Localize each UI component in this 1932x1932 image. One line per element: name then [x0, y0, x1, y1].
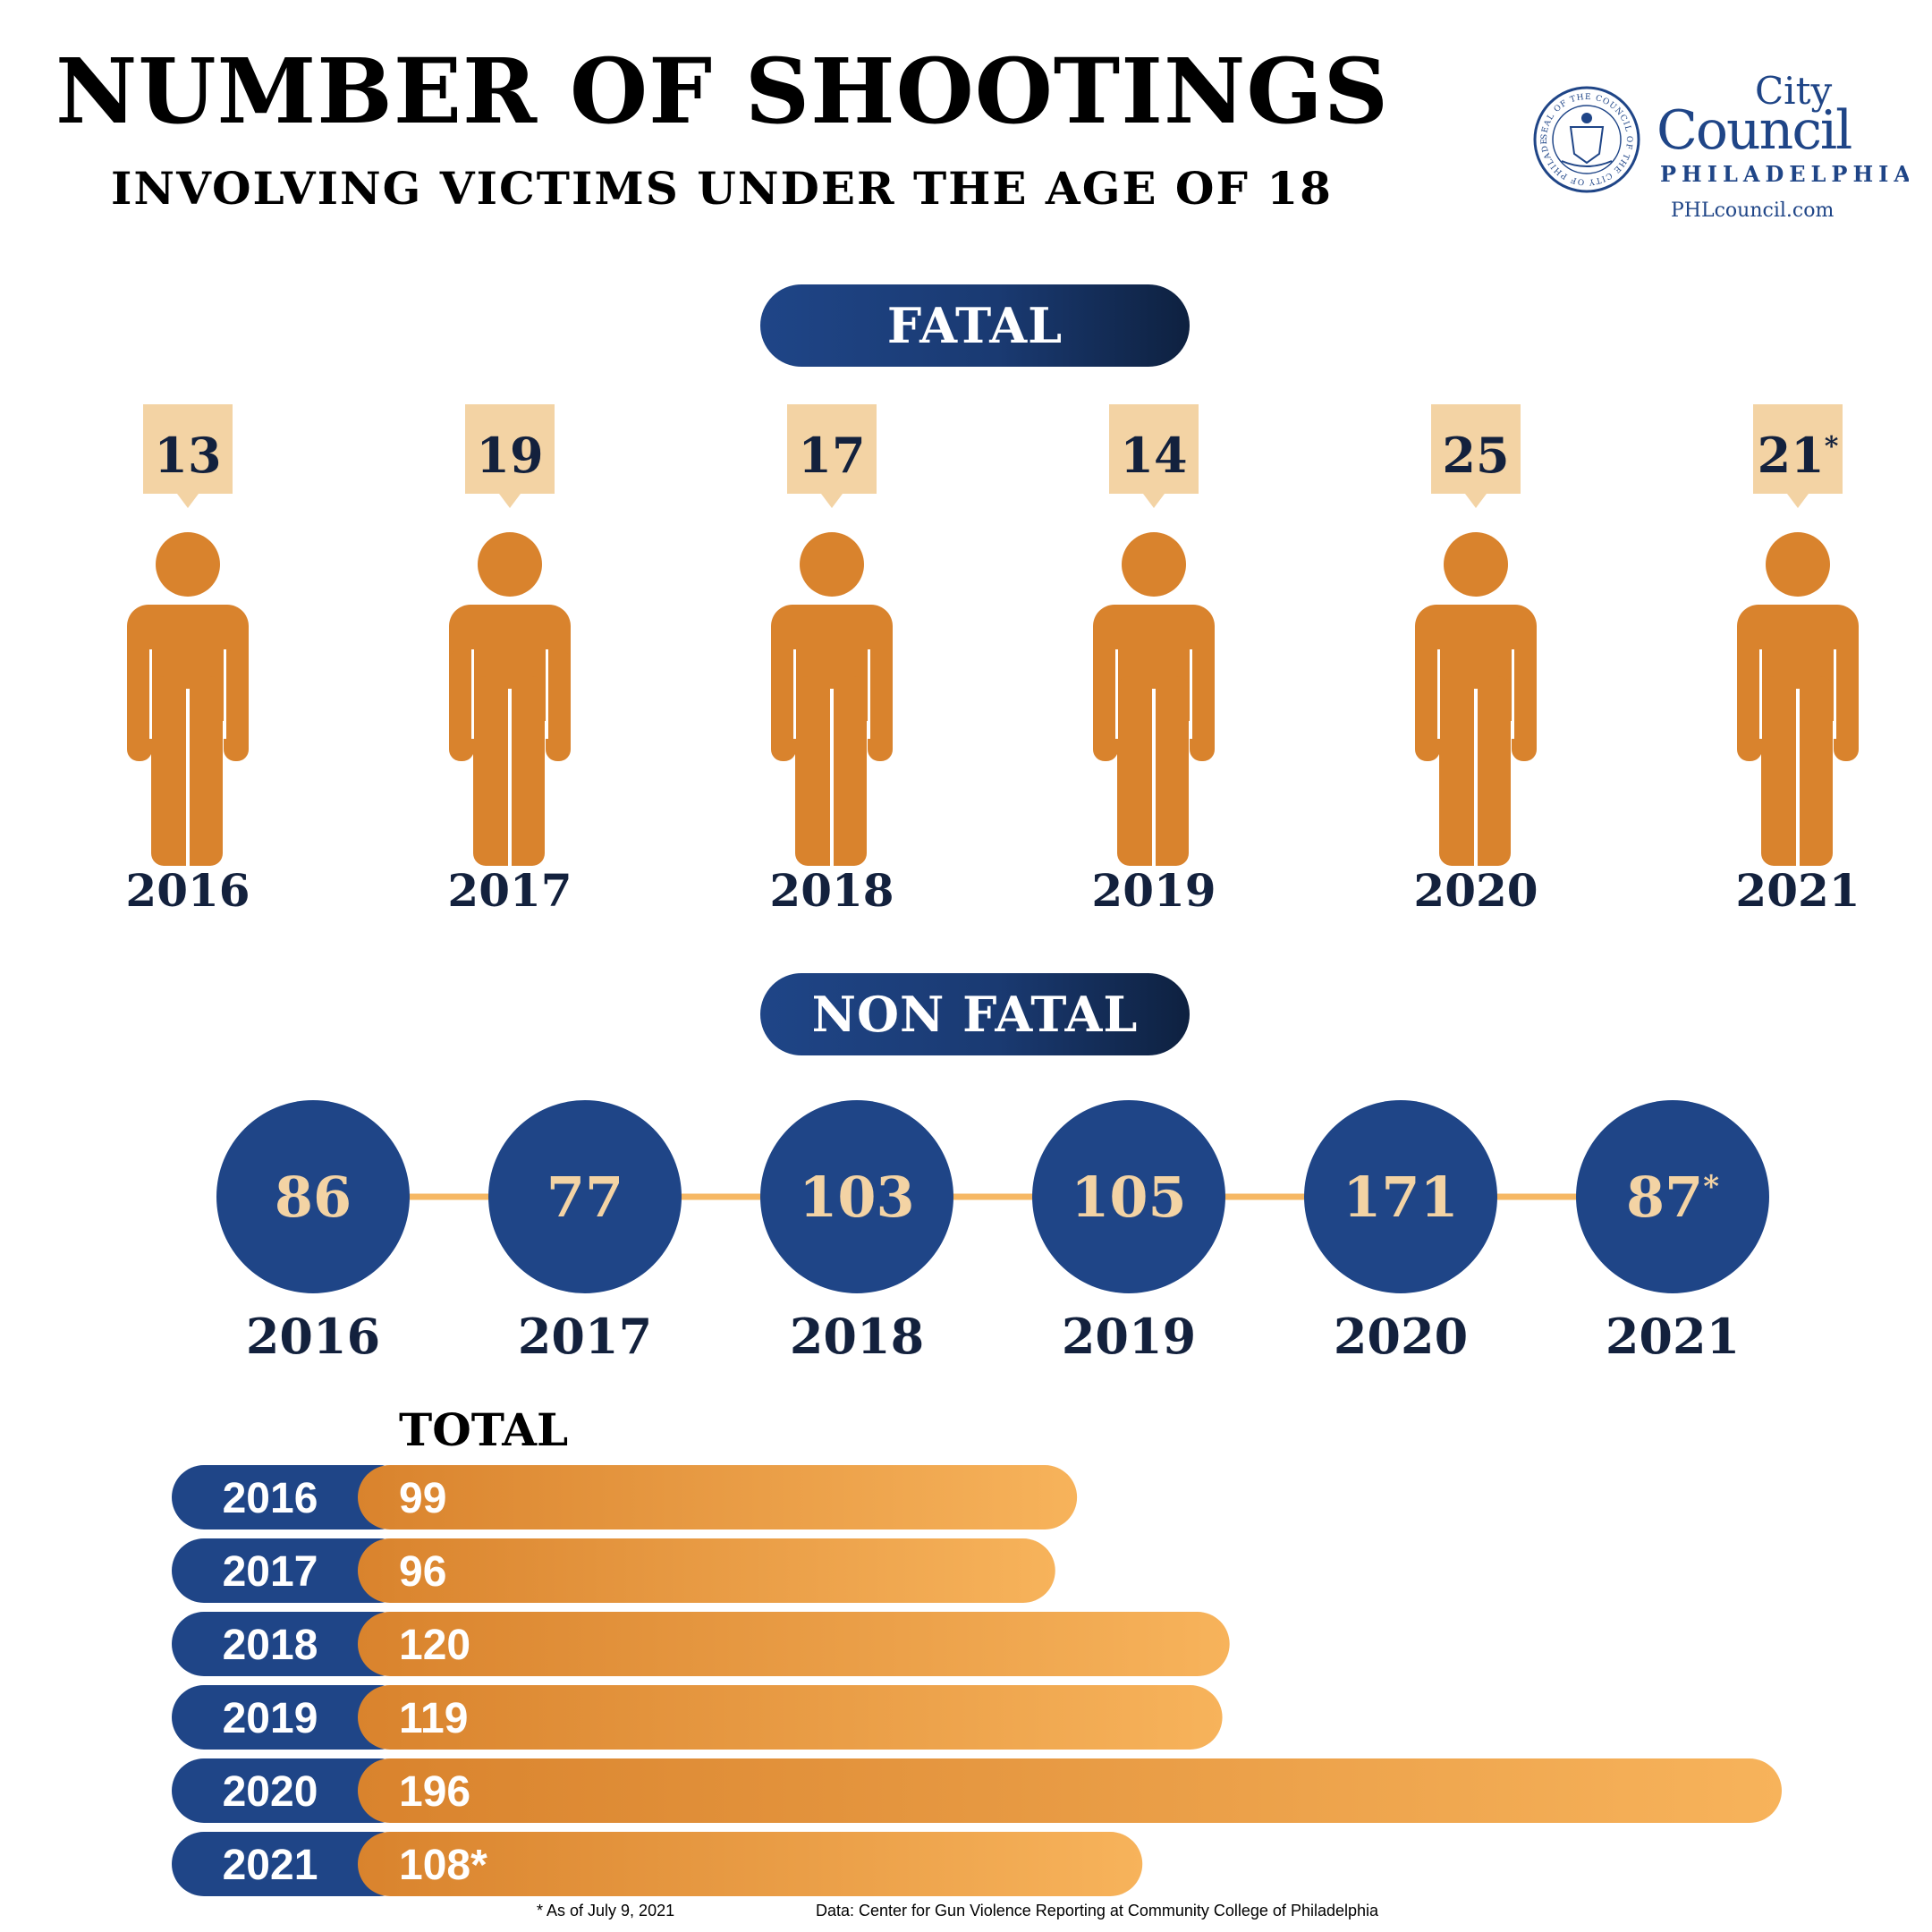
city-council-logo: SEAL OF THE COUNCIL OF THE CITY OF PHILA… — [1497, 50, 1909, 220]
nonfatal-timeline-chart: 86 2016 77 2017 103 2018 105 2019 171 2020 87* 2021 — [216, 1100, 1769, 1365]
nonfatal-value-circle — [216, 1100, 410, 1293]
nonfatal-value-label: 171 — [1343, 1165, 1458, 1230]
nonfatal-section-label: NON FATAL — [760, 973, 1190, 1055]
total-value-label: 108* — [399, 1842, 487, 1889]
fatal-value-label: 13 — [154, 427, 221, 484]
nonfatal-year-label: 2016 — [246, 1308, 380, 1365]
total-year-pill — [172, 1685, 411, 1750]
total-year-label: 2017 — [223, 1548, 318, 1596]
total-value-label: 96 — [399, 1548, 446, 1596]
person-icon — [1415, 532, 1537, 866]
nonfatal-value-label: 105 — [1071, 1165, 1186, 1230]
logo-city: City — [1755, 69, 1832, 113]
footnote-source: Data: Center for Gun Violence Reporting … — [816, 1902, 1379, 1919]
fatal-value-callout — [465, 404, 555, 508]
footnote-asterisk: * As of July 9, 2021 — [537, 1902, 675, 1919]
total-bar — [358, 1538, 1055, 1603]
total-value-label: 99 — [399, 1475, 446, 1522]
total-year-label: 2020 — [223, 1768, 318, 1816]
total-year-pill — [172, 1465, 411, 1530]
page-subtitle: INVOLVING VICTIMS UNDER THE AGE OF 18 — [111, 162, 1333, 215]
total-year-pill — [172, 1612, 411, 1676]
nonfatal-year-label: 2017 — [518, 1308, 652, 1365]
fatal-value-callout — [1753, 404, 1843, 508]
fatal-year-label: 2018 — [769, 864, 894, 917]
fatal-item-2020: 25 2020 — [1413, 404, 1538, 917]
fatal-value-label: 17 — [798, 427, 865, 484]
logo-council: Council — [1657, 99, 1852, 162]
nonfatal-year-label: 2018 — [790, 1308, 924, 1365]
nonfatal-value-circle — [1576, 1100, 1769, 1293]
total-row-2017: 2017 96 — [172, 1538, 1055, 1603]
total-year-label: 2021 — [223, 1842, 318, 1889]
fatal-year-label: 2016 — [125, 864, 250, 917]
fatal-year-label: 2019 — [1091, 864, 1216, 917]
nonfatal-item-2019: 105 2019 — [1032, 1100, 1225, 1365]
fatal-value-callout — [787, 404, 877, 508]
nonfatal-year-label: 2021 — [1606, 1308, 1740, 1365]
nonfatal-year-label: 2020 — [1334, 1308, 1468, 1365]
total-bar — [358, 1758, 1782, 1823]
page-title: NUMBER OF SHOOTINGS — [55, 38, 1390, 144]
fatal-value-label: 25 — [1442, 427, 1509, 484]
total-year-label: 2016 — [223, 1475, 318, 1522]
fatal-value-label: 14 — [1120, 427, 1187, 484]
nonfatal-value-circle — [1304, 1100, 1497, 1293]
total-row-2018: 2018 120 — [172, 1612, 1230, 1676]
fatal-item-2019: 14 2019 — [1091, 404, 1216, 917]
fatal-year-label: 2017 — [447, 864, 572, 917]
fatal-item-2016: 13 2016 — [125, 404, 250, 917]
fatal-item-2021: 21*2021 — [1735, 404, 1860, 917]
nonfatal-value-circle — [760, 1100, 953, 1293]
fatal-year-label: 2021 — [1735, 864, 1860, 917]
fatal-pictogram-chart: 13 2016 19 2017 17 2018 14 2019 25 2020 21*2021 — [125, 404, 1860, 917]
person-icon — [127, 532, 249, 866]
total-bar — [358, 1685, 1223, 1750]
nonfatal-item-2016: 86 2016 — [216, 1100, 410, 1365]
nonfatal-value-circle — [1032, 1100, 1225, 1293]
fatal-value-callout — [1109, 404, 1199, 508]
total-row-2016: 2016 99 — [172, 1465, 1078, 1530]
total-value-label: 196 — [399, 1768, 470, 1816]
total-row-2020: 2020 196 — [172, 1758, 1782, 1823]
total-year-pill — [172, 1832, 411, 1896]
nonfatal-value-label: 103 — [799, 1165, 914, 1230]
person-icon — [1737, 532, 1859, 866]
city-seal-icon: SEAL OF THE COUNCIL OF THE CITY OF PHILA… — [1497, 50, 1640, 193]
nonfatal-item-2018: 103 2018 — [760, 1100, 953, 1365]
total-year-pill — [172, 1758, 411, 1823]
total-section-label: TOTAL — [399, 1403, 568, 1456]
total-bar — [358, 1612, 1230, 1676]
fatal-value-callout — [143, 404, 233, 508]
fatal-year-label: 2020 — [1413, 864, 1538, 917]
fatal-item-2017: 19 2017 — [447, 404, 572, 917]
fatal-value-label: 19 — [476, 427, 543, 484]
fatal-value-callout — [1431, 404, 1521, 508]
total-value-label: 119 — [399, 1695, 468, 1742]
person-icon — [771, 532, 893, 866]
total-year-label: 2019 — [223, 1695, 318, 1742]
total-row-2019: 2019 119 — [172, 1685, 1223, 1750]
fatal-section-label: FATAL — [760, 284, 1190, 367]
total-year-label: 2018 — [223, 1622, 318, 1669]
person-icon — [449, 532, 571, 866]
total-value-label: 120 — [399, 1622, 470, 1669]
fatal-item-2018: 17 2018 — [769, 404, 894, 917]
nonfatal-value-label: 77 — [547, 1165, 623, 1230]
nonfatal-value-circle — [488, 1100, 682, 1293]
logo-philadelphia: PHILADELPHIA — [1660, 161, 1909, 187]
nonfatal-year-label: 2019 — [1062, 1308, 1196, 1365]
nonfatal-value-label: 87* — [1626, 1165, 1719, 1230]
nonfatal-item-2021: 87* 2021 — [1576, 1100, 1769, 1365]
logo-website: PHLcouncil.com — [1671, 199, 1834, 220]
total-bar — [358, 1832, 1143, 1896]
total-bar — [358, 1465, 1078, 1530]
total-year-pill — [172, 1538, 411, 1603]
person-icon — [1093, 532, 1215, 866]
nonfatal-item-2020: 171 2020 — [1304, 1100, 1497, 1365]
total-row-2021: 2021 108* — [172, 1832, 1143, 1896]
nonfatal-item-2017: 77 2017 — [488, 1100, 682, 1365]
nonfatal-value-label: 86 — [275, 1165, 352, 1230]
